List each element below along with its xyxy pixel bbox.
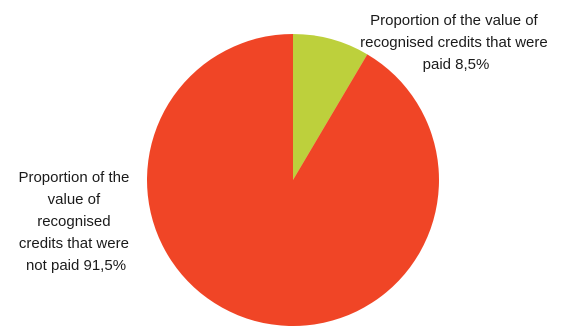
slice-label-not-paid-line-3: recognised	[37, 213, 110, 230]
slice-label-not-paid: Proportion of the value of recognised cr…	[18, 169, 133, 274]
slice-label-not-paid-line-4: credits that were	[19, 235, 129, 252]
pie-slice-not-paid	[146, 34, 439, 326]
pie-slice-paid	[293, 34, 368, 180]
slice-label-paid: Proportion of the value of recognised cr…	[360, 12, 552, 73]
slice-label-paid-line-3: paid 8,5%	[423, 56, 490, 73]
slice-label-not-paid-line-5: not paid 91,5%	[26, 257, 126, 274]
slice-label-paid-line-2: recognised credits that were	[360, 34, 548, 51]
slice-label-not-paid-line-1: Proportion of the	[18, 169, 129, 186]
pie-slices	[146, 34, 439, 326]
slice-label-not-paid-line-2: value of	[48, 191, 101, 208]
slice-label-paid-line-1: Proportion of the value of	[370, 12, 538, 29]
